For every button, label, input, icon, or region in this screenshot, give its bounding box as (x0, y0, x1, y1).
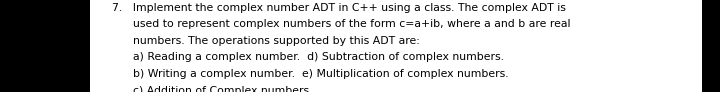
Text: c) Addition of Complex numbers.: c) Addition of Complex numbers. (133, 86, 312, 92)
Text: 7.   Implement the complex number ADT in C++ using a class. The complex ADT is: 7. Implement the complex number ADT in C… (112, 3, 565, 13)
Text: numbers. The operations supported by this ADT are:: numbers. The operations supported by thi… (133, 36, 420, 46)
Text: used to represent complex numbers of the form c=a+ib, where a and b are real: used to represent complex numbers of the… (133, 19, 571, 29)
FancyBboxPatch shape (702, 0, 720, 92)
FancyBboxPatch shape (0, 0, 90, 92)
Text: a) Reading a complex number.  d) Subtraction of complex numbers.: a) Reading a complex number. d) Subtract… (133, 52, 504, 62)
Text: b) Writing a complex number.  e) Multiplication of complex numbers.: b) Writing a complex number. e) Multipli… (133, 69, 509, 79)
